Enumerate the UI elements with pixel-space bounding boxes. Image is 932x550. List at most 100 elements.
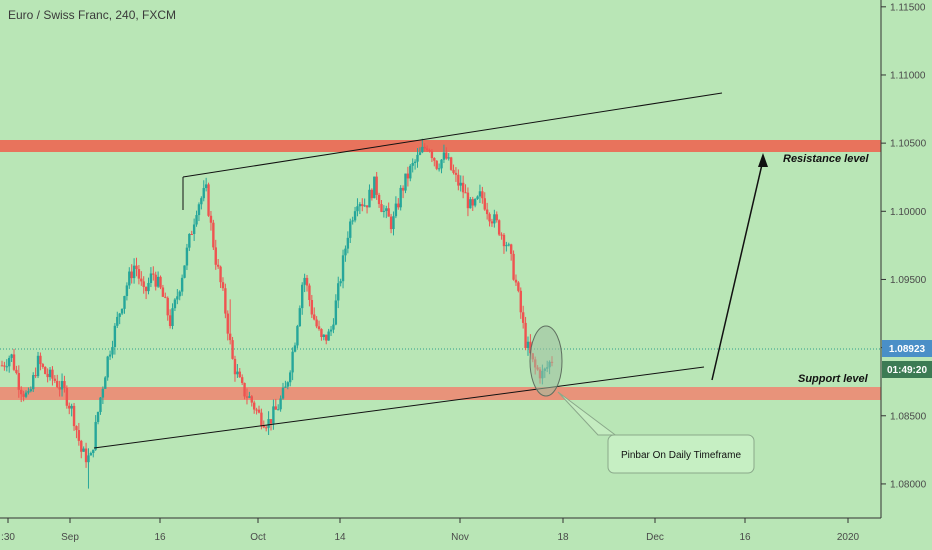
candle-body xyxy=(130,271,133,279)
time-tick-label: 18 xyxy=(557,532,569,543)
candle-body xyxy=(337,283,340,301)
candle-body xyxy=(123,296,126,309)
candle-body xyxy=(108,354,112,357)
candle-body xyxy=(269,419,273,424)
candle-body xyxy=(272,406,275,424)
candle-body xyxy=(46,373,49,378)
candle-body xyxy=(512,253,515,280)
candle-body xyxy=(63,381,66,389)
candle-body xyxy=(517,282,520,291)
lower-trendline[interactable] xyxy=(93,366,705,449)
candle-body xyxy=(356,206,359,212)
callout-box[interactable] xyxy=(607,434,755,474)
candle-body xyxy=(281,387,285,399)
candle-body xyxy=(303,277,306,285)
candle-body xyxy=(48,369,52,378)
candle-body xyxy=(449,157,453,170)
candle-body xyxy=(195,215,198,225)
time-tick-label: 14 xyxy=(334,532,346,543)
candle-body xyxy=(44,366,47,374)
candle-body xyxy=(286,382,290,387)
candle-body xyxy=(524,322,527,348)
candle-body xyxy=(214,247,217,265)
candle-body xyxy=(5,366,9,368)
candle-body xyxy=(373,176,376,199)
candle-body xyxy=(92,449,95,453)
candle-body xyxy=(483,198,486,210)
candle-body xyxy=(22,394,25,397)
time-axis[interactable] xyxy=(0,518,932,550)
candle-body xyxy=(137,269,141,279)
candle-body xyxy=(394,203,398,217)
candle-body xyxy=(529,341,532,354)
candle-body xyxy=(144,286,148,292)
support-zone[interactable] xyxy=(0,387,881,400)
candle-body xyxy=(204,184,208,189)
candle-body xyxy=(118,313,121,317)
candle-body xyxy=(380,204,383,212)
candle-body xyxy=(279,398,282,410)
candle-body xyxy=(322,334,326,337)
candle-body xyxy=(72,405,76,427)
candle-body xyxy=(34,375,37,377)
candle-body xyxy=(466,192,470,209)
candle-body xyxy=(370,189,374,199)
candle-body xyxy=(0,365,4,367)
candle-body xyxy=(147,282,150,292)
candle-body xyxy=(461,182,465,193)
candle-body xyxy=(75,426,78,431)
candle-body xyxy=(301,284,304,309)
candle-body xyxy=(224,288,227,314)
candle-body xyxy=(327,331,330,341)
countdown-tag xyxy=(882,361,932,378)
candle-body xyxy=(236,371,239,375)
projection-arrow[interactable] xyxy=(711,159,764,381)
candle-body xyxy=(154,274,157,287)
candle-body xyxy=(56,380,59,388)
candle-body xyxy=(473,198,477,206)
candle-body xyxy=(219,266,222,283)
candle-body xyxy=(12,354,16,370)
candle-body xyxy=(84,448,88,463)
candle-body xyxy=(502,234,506,247)
candle-body xyxy=(240,377,244,383)
resistance-label: Resistance level xyxy=(783,153,870,165)
candle-body xyxy=(262,425,265,428)
pinbar-highlight-ellipse[interactable] xyxy=(529,325,563,397)
candle-body xyxy=(68,405,71,409)
resistance-zone[interactable] xyxy=(0,140,881,152)
candle-body xyxy=(476,196,479,199)
upper-trendline[interactable] xyxy=(182,92,723,178)
candle-body xyxy=(349,221,352,238)
candle-body xyxy=(267,419,270,428)
candle-body xyxy=(260,412,263,426)
price-axis[interactable] xyxy=(881,0,932,518)
candle-body xyxy=(375,176,378,195)
candle-body xyxy=(149,273,153,283)
candle-body xyxy=(243,382,246,397)
plot-area xyxy=(0,0,881,518)
candle-body xyxy=(185,247,189,266)
candle-body xyxy=(284,386,287,388)
candle-body xyxy=(200,198,203,205)
candle-body xyxy=(401,187,405,191)
candle-body xyxy=(140,278,143,282)
candle-body xyxy=(226,313,229,334)
candle-body xyxy=(125,285,129,297)
candle-body xyxy=(409,165,412,179)
time-tick-label: 16 xyxy=(739,532,751,543)
candle-body xyxy=(188,234,191,248)
candle-body xyxy=(3,365,6,367)
candle-body xyxy=(353,211,357,221)
candle-body xyxy=(192,224,196,235)
candle-body xyxy=(454,172,458,175)
candle-body xyxy=(397,203,400,208)
candle-body xyxy=(104,377,107,389)
candle-body xyxy=(413,161,417,164)
time-tick-label: Nov xyxy=(451,532,469,543)
candle-body xyxy=(53,378,57,381)
candle-body xyxy=(433,158,436,161)
candle-body xyxy=(183,265,186,278)
candle-body xyxy=(339,281,342,284)
